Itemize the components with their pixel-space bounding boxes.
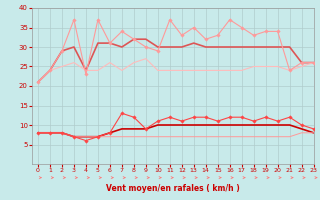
X-axis label: Vent moyen/en rafales ( km/h ): Vent moyen/en rafales ( km/h ): [106, 184, 240, 193]
